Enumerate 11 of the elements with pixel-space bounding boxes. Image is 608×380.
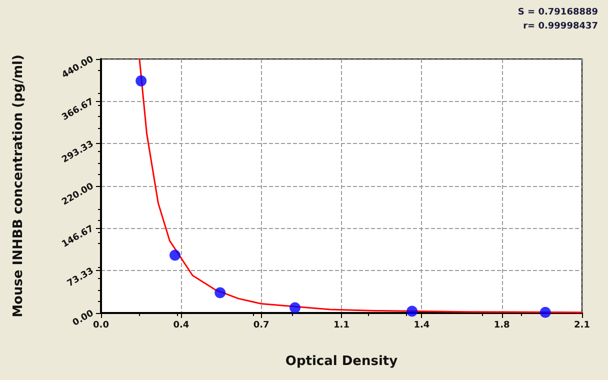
x-tick-label: 1.4 [414, 320, 430, 330]
x-tick-label: 0.7 [253, 320, 270, 330]
x-tick-label: 1.8 [494, 320, 510, 330]
text: S = 0.79168889 [518, 8, 598, 18]
text: r= 0.99998437 [523, 22, 598, 32]
x-tick-label: 0.0 [93, 320, 109, 330]
x-tick-label: 2.1 [574, 320, 590, 330]
x-tick-label: 0.4 [173, 320, 190, 330]
x-tick-label: 1.1 [334, 320, 350, 330]
y-axis-title: Mouse INHBB concentration (pg/ml) [11, 54, 26, 318]
x-axis-title: Optical Density [285, 354, 398, 369]
